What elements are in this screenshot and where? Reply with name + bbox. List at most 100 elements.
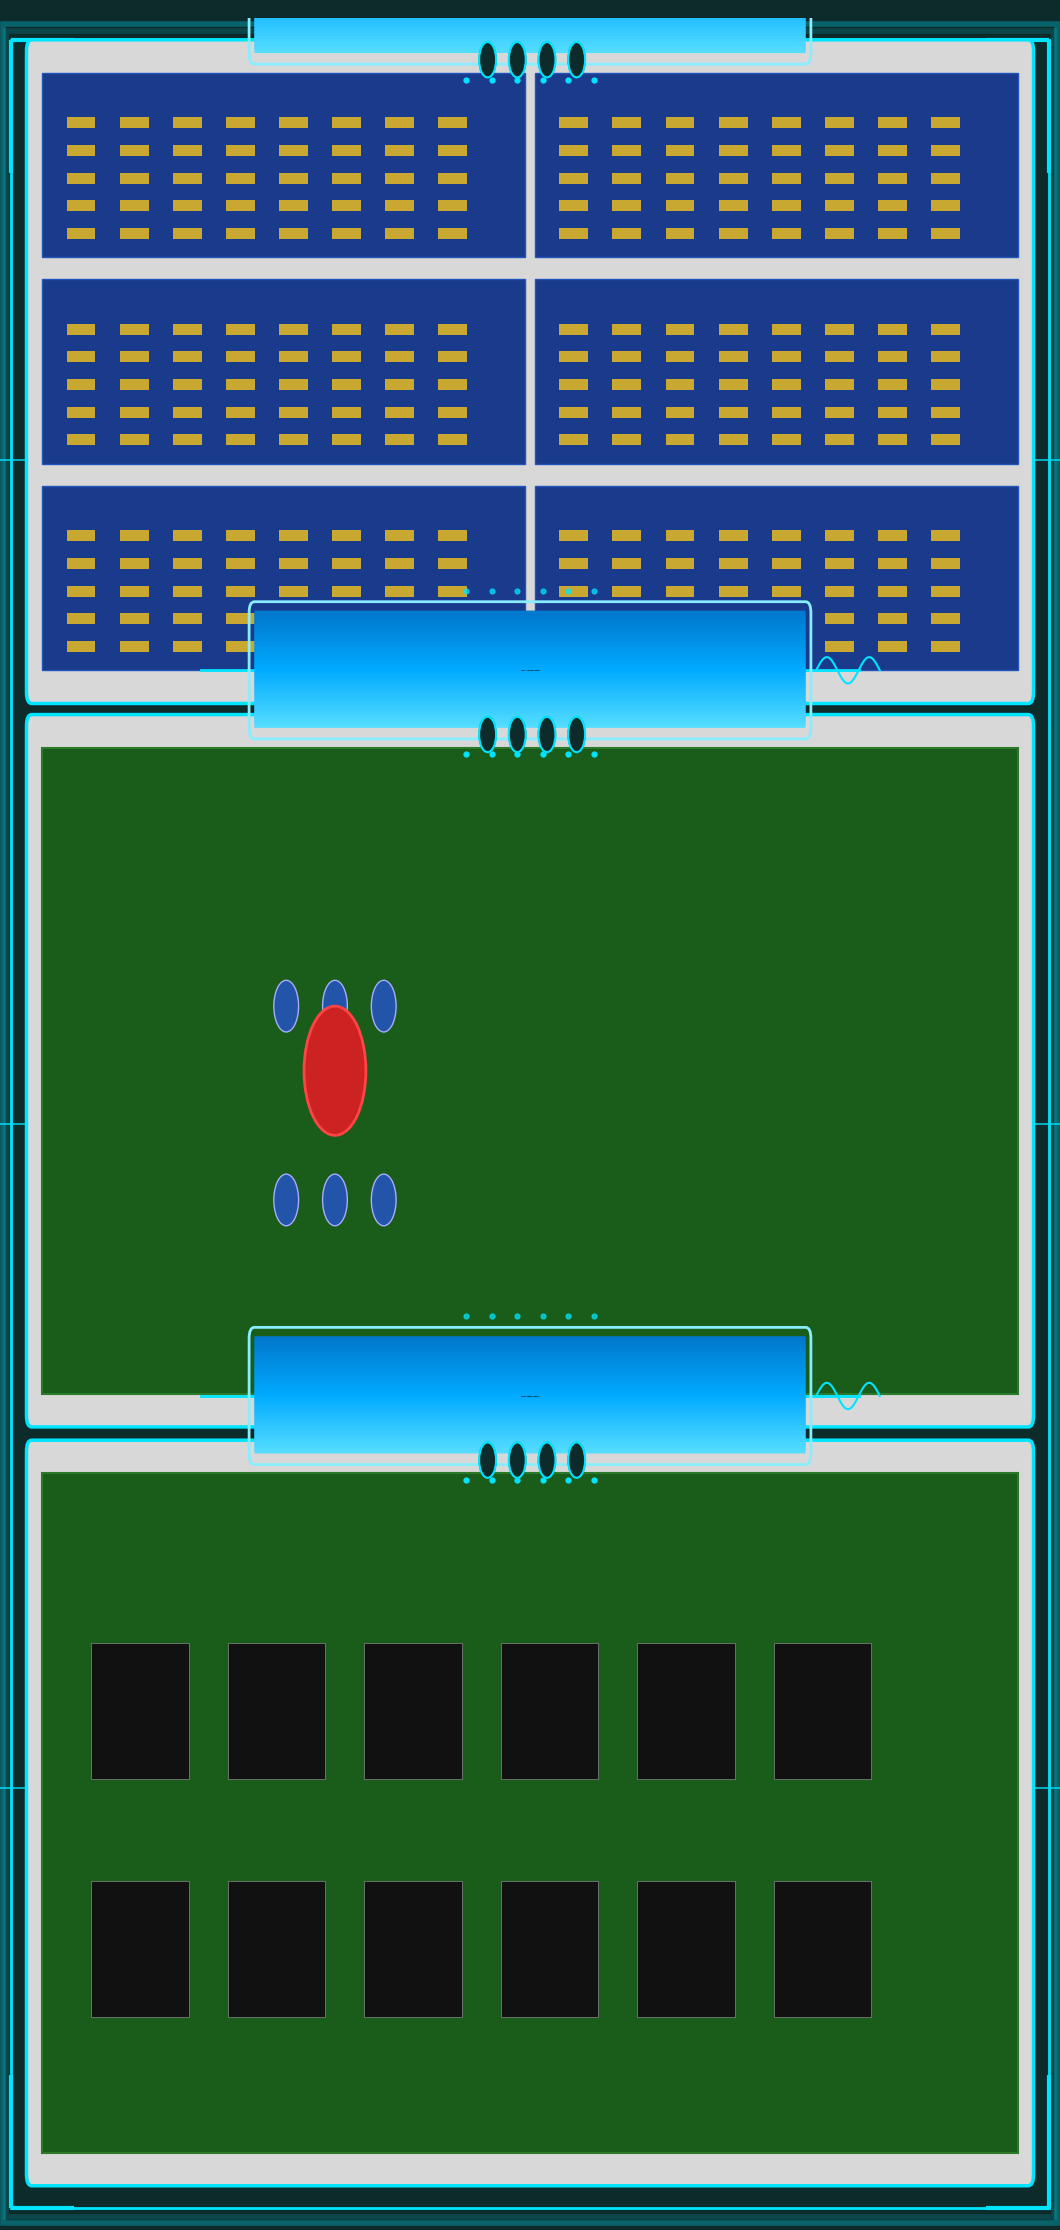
Bar [173, 379, 201, 390]
Bar [560, 118, 588, 129]
Bar [560, 172, 588, 183]
Bar [931, 201, 959, 212]
Bar [878, 201, 906, 212]
Bar [772, 145, 800, 156]
Bar [560, 640, 588, 651]
Bar [666, 323, 694, 334]
Bar [878, 172, 906, 183]
Bar [226, 435, 254, 446]
Bar [772, 435, 800, 446]
Bar [719, 145, 747, 156]
FancyBboxPatch shape [254, 629, 806, 633]
Bar [666, 613, 694, 624]
FancyBboxPatch shape [254, 4, 806, 9]
Bar [666, 558, 694, 569]
Bar [385, 613, 413, 624]
Bar [825, 558, 853, 569]
FancyBboxPatch shape [254, 682, 806, 687]
FancyBboxPatch shape [254, 1338, 806, 1345]
FancyBboxPatch shape [254, 615, 806, 622]
FancyBboxPatch shape [254, 1403, 806, 1407]
Bar [279, 379, 307, 390]
FancyBboxPatch shape [254, 1347, 806, 1354]
FancyBboxPatch shape [254, 1425, 806, 1429]
Bar [438, 435, 466, 446]
Circle shape [479, 42, 496, 78]
Circle shape [538, 716, 555, 752]
FancyBboxPatch shape [254, 620, 806, 624]
FancyBboxPatch shape [254, 1387, 806, 1394]
Bar [332, 145, 360, 156]
Bar [385, 201, 413, 212]
Bar [279, 201, 307, 212]
Bar [279, 118, 307, 129]
Bar [438, 640, 466, 651]
Circle shape [371, 1175, 396, 1226]
FancyBboxPatch shape [254, 33, 806, 38]
Bar [772, 323, 800, 334]
Bar [613, 558, 641, 569]
FancyBboxPatch shape [254, 644, 806, 651]
FancyBboxPatch shape [254, 676, 806, 682]
Bar [279, 640, 307, 651]
Bar [120, 613, 148, 624]
FancyBboxPatch shape [254, 1360, 806, 1365]
Bar [120, 172, 148, 183]
Bar [772, 613, 800, 624]
Bar [772, 352, 800, 363]
Bar [438, 613, 466, 624]
FancyBboxPatch shape [254, 665, 806, 671]
Bar [931, 586, 959, 598]
FancyBboxPatch shape [254, 25, 806, 29]
Bar [173, 118, 201, 129]
Bar [719, 531, 747, 542]
Bar [772, 227, 800, 239]
FancyBboxPatch shape [254, 1421, 806, 1425]
Bar [931, 172, 959, 183]
Bar [825, 613, 853, 624]
FancyBboxPatch shape [254, 1363, 806, 1367]
Bar [613, 323, 641, 334]
Bar [613, 352, 641, 363]
FancyBboxPatch shape [254, 1400, 806, 1405]
FancyBboxPatch shape [254, 1354, 806, 1358]
Bar [500, 1644, 598, 1780]
Bar [365, 1880, 462, 2016]
Bar [332, 323, 360, 334]
FancyBboxPatch shape [254, 20, 806, 25]
Bar [385, 435, 413, 446]
Bar [173, 406, 201, 417]
Bar [825, 586, 853, 598]
Bar [332, 640, 360, 651]
Bar [931, 227, 959, 239]
Bar [772, 172, 800, 183]
Bar [67, 435, 95, 446]
Bar [535, 279, 1018, 464]
Bar [613, 531, 641, 542]
Bar [438, 586, 466, 598]
FancyBboxPatch shape [254, 636, 806, 642]
FancyBboxPatch shape [254, 685, 806, 691]
Bar [438, 379, 466, 390]
Bar [279, 531, 307, 542]
Bar [825, 352, 853, 363]
Bar [637, 1880, 735, 2016]
Bar [560, 145, 588, 156]
Bar [120, 586, 148, 598]
Bar [91, 1880, 189, 2016]
Bar [560, 227, 588, 239]
FancyBboxPatch shape [254, 689, 806, 694]
Bar [878, 227, 906, 239]
Bar [67, 586, 95, 598]
FancyBboxPatch shape [254, 673, 806, 678]
FancyBboxPatch shape [254, 702, 806, 707]
Bar [825, 118, 853, 129]
Bar [332, 406, 360, 417]
Circle shape [568, 716, 585, 752]
Bar [613, 201, 641, 212]
Bar [613, 406, 641, 417]
Bar [173, 352, 201, 363]
FancyBboxPatch shape [254, 705, 806, 711]
Bar [226, 352, 254, 363]
Bar [332, 352, 360, 363]
